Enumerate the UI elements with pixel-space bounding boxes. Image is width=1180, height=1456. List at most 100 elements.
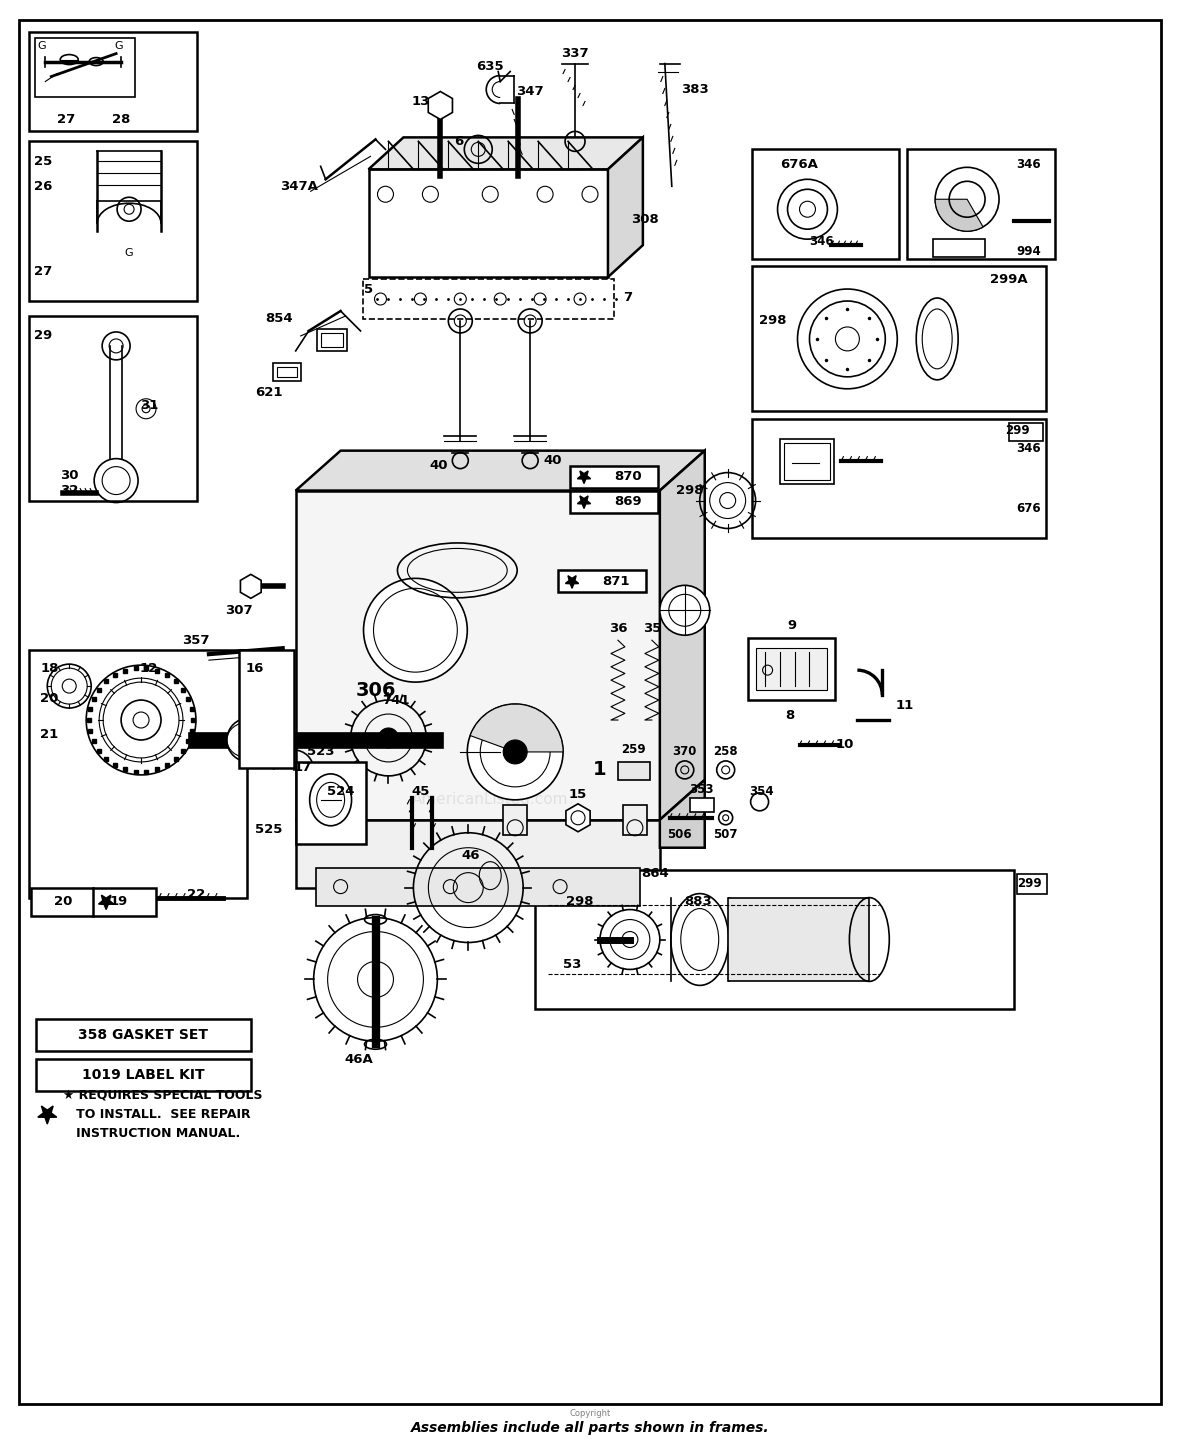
Bar	[315, 868, 640, 906]
Polygon shape	[660, 451, 704, 820]
Bar	[296, 820, 660, 888]
Text: 35: 35	[643, 622, 661, 635]
Bar	[748, 638, 835, 700]
Text: G: G	[114, 41, 124, 51]
Bar	[933, 239, 985, 258]
Polygon shape	[577, 496, 591, 508]
Text: 299A: 299A	[990, 272, 1028, 285]
Text: 40: 40	[430, 459, 447, 472]
Bar	[503, 805, 527, 834]
Text: 12: 12	[140, 661, 158, 674]
Bar	[30, 651, 247, 897]
Text: 32: 32	[60, 483, 78, 496]
Text: 1019 LABEL KIT: 1019 LABEL KIT	[81, 1069, 204, 1082]
Bar	[784, 443, 831, 479]
Bar	[273, 363, 301, 381]
Text: 9: 9	[787, 619, 797, 632]
Polygon shape	[577, 470, 591, 483]
Circle shape	[363, 578, 467, 681]
Circle shape	[86, 665, 196, 775]
Text: 883: 883	[684, 895, 712, 909]
Text: 15: 15	[569, 788, 588, 801]
Polygon shape	[99, 895, 113, 910]
Text: 354: 354	[749, 785, 774, 798]
Text: 854: 854	[266, 313, 293, 326]
Text: 20: 20	[40, 692, 59, 705]
Bar	[296, 761, 366, 843]
Bar	[623, 805, 647, 834]
Bar	[570, 466, 657, 488]
Text: 370: 370	[673, 745, 697, 759]
Bar	[296, 491, 660, 820]
Polygon shape	[608, 137, 643, 277]
Bar	[752, 150, 899, 259]
Text: 259: 259	[622, 744, 647, 757]
Text: 353: 353	[689, 783, 714, 796]
Polygon shape	[368, 137, 643, 169]
Text: 869: 869	[614, 495, 642, 508]
Text: 20: 20	[54, 895, 72, 909]
Bar	[323, 805, 348, 834]
Circle shape	[227, 718, 270, 761]
Text: 994: 994	[1017, 245, 1041, 258]
Text: 7: 7	[623, 291, 632, 303]
Bar	[752, 266, 1045, 411]
Text: 22: 22	[186, 888, 205, 901]
Text: 36: 36	[609, 622, 628, 635]
Text: 6: 6	[453, 135, 463, 149]
Text: 347: 347	[517, 84, 544, 98]
Text: 308: 308	[631, 213, 658, 226]
Polygon shape	[296, 451, 704, 491]
Text: 11: 11	[896, 699, 913, 712]
Text: 307: 307	[225, 604, 253, 617]
Text: 507: 507	[714, 828, 738, 842]
Text: Assemblies include all parts shown in frames.: Assemblies include all parts shown in fr…	[411, 1421, 769, 1436]
Text: 46A: 46A	[345, 1053, 373, 1066]
Polygon shape	[38, 1107, 57, 1124]
Text: 30: 30	[60, 469, 79, 482]
Bar	[37, 1019, 251, 1051]
Text: 357: 357	[182, 633, 210, 646]
Bar	[690, 798, 714, 812]
Text: 13: 13	[411, 95, 430, 108]
Bar	[728, 897, 870, 981]
Bar	[780, 438, 834, 483]
Text: 18: 18	[40, 661, 59, 674]
Text: 298: 298	[676, 483, 703, 496]
Text: 299: 299	[1004, 424, 1029, 437]
Bar	[752, 419, 1045, 539]
Bar	[321, 333, 342, 347]
Circle shape	[467, 705, 563, 799]
Wedge shape	[936, 199, 983, 232]
Text: 298: 298	[566, 895, 594, 909]
Text: 16: 16	[245, 661, 264, 674]
Circle shape	[660, 585, 709, 635]
Text: ★ REQUIRES SPECIAL TOOLS
   TO INSTALL.  SEE REPAIR
   INSTRUCTION MANUAL.: ★ REQUIRES SPECIAL TOOLS TO INSTALL. SEE…	[64, 1089, 263, 1140]
Bar	[277, 367, 296, 377]
Text: 676A: 676A	[780, 157, 819, 170]
Text: 346: 346	[1017, 443, 1041, 456]
Text: 21: 21	[40, 728, 58, 741]
Text: 524: 524	[327, 785, 354, 798]
Text: 306: 306	[355, 680, 395, 699]
Bar	[35, 38, 135, 98]
Circle shape	[47, 664, 91, 708]
Text: 347A: 347A	[280, 179, 317, 192]
Text: 26: 26	[34, 179, 52, 192]
Circle shape	[122, 700, 160, 740]
Bar	[368, 169, 608, 277]
Text: 19: 19	[110, 895, 129, 909]
Circle shape	[503, 740, 527, 764]
Bar	[30, 316, 197, 501]
Bar	[1017, 874, 1047, 894]
Text: 346: 346	[809, 234, 834, 248]
Bar	[570, 491, 657, 513]
Bar	[32, 888, 156, 916]
Text: 27: 27	[34, 265, 52, 278]
Text: 676: 676	[1017, 502, 1041, 515]
Circle shape	[379, 728, 399, 748]
Text: 53: 53	[563, 958, 582, 971]
Text: G: G	[37, 41, 46, 51]
Text: 346: 346	[1017, 157, 1041, 170]
Text: 40: 40	[544, 454, 563, 467]
